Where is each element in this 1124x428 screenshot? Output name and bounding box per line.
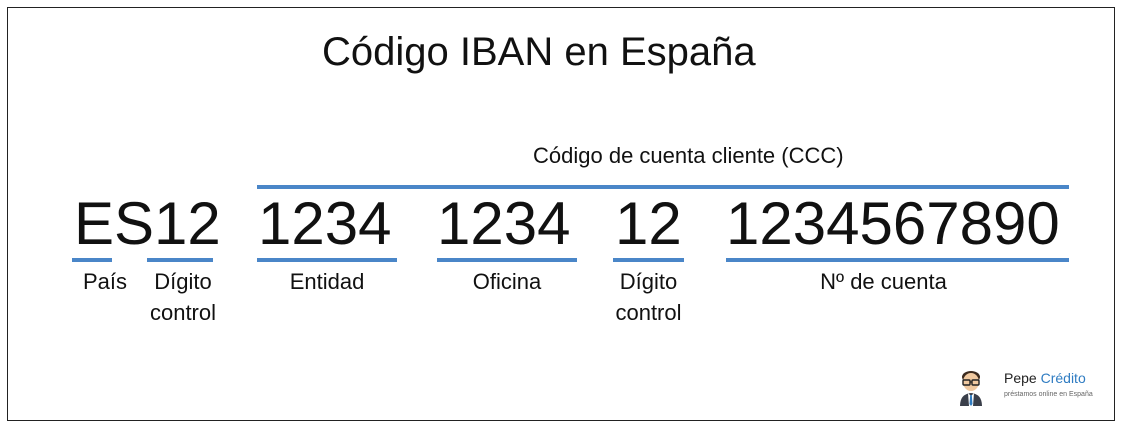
country-underline	[72, 258, 112, 262]
brand-tagline: préstamos online en España	[1004, 391, 1093, 398]
check-underline	[147, 258, 213, 262]
segment-entity: 1234	[258, 190, 392, 257]
brand-credito: Crédito	[1040, 370, 1086, 386]
avatar-icon	[960, 371, 982, 406]
office-underline	[437, 258, 577, 262]
label-oficina: Oficina	[472, 269, 542, 294]
diagram-title: Código IBAN en España	[322, 30, 756, 74]
ccc-bracket-bar	[257, 185, 1069, 189]
segment-country: ES	[74, 190, 155, 257]
brand-pepe: Pepe	[1004, 370, 1037, 386]
label-digito-control-1: Dígito control	[140, 266, 226, 328]
segment-check-digits: 12	[154, 190, 221, 257]
brand-name: Pepe Crédito	[1004, 370, 1086, 386]
label-entidad: Entidad	[289, 269, 365, 294]
label-numero-cuenta: Nº de cuenta	[820, 269, 947, 294]
control-underline	[613, 258, 684, 262]
segment-country-check: ES12	[74, 194, 221, 254]
diagram-frame	[7, 7, 1115, 421]
account-underline	[726, 258, 1069, 262]
segment-office: 1234	[437, 190, 571, 257]
segment-control: 12	[615, 190, 682, 257]
segment-account: 1234567890	[726, 190, 1060, 257]
label-digito-control-2: Dígito control	[603, 266, 694, 328]
label-digito-line1: Dígito	[154, 269, 212, 294]
pepe-credito-logo: Pepe Crédito préstamos online en España	[957, 366, 1097, 410]
label-control-line2-b: control	[615, 300, 682, 325]
ccc-label: Código de cuenta cliente (CCC)	[533, 143, 844, 168]
label-control-line2: control	[149, 300, 217, 325]
entity-underline	[257, 258, 397, 262]
label-digito-line1-b: Dígito	[619, 269, 678, 294]
label-pais: País	[82, 269, 128, 294]
